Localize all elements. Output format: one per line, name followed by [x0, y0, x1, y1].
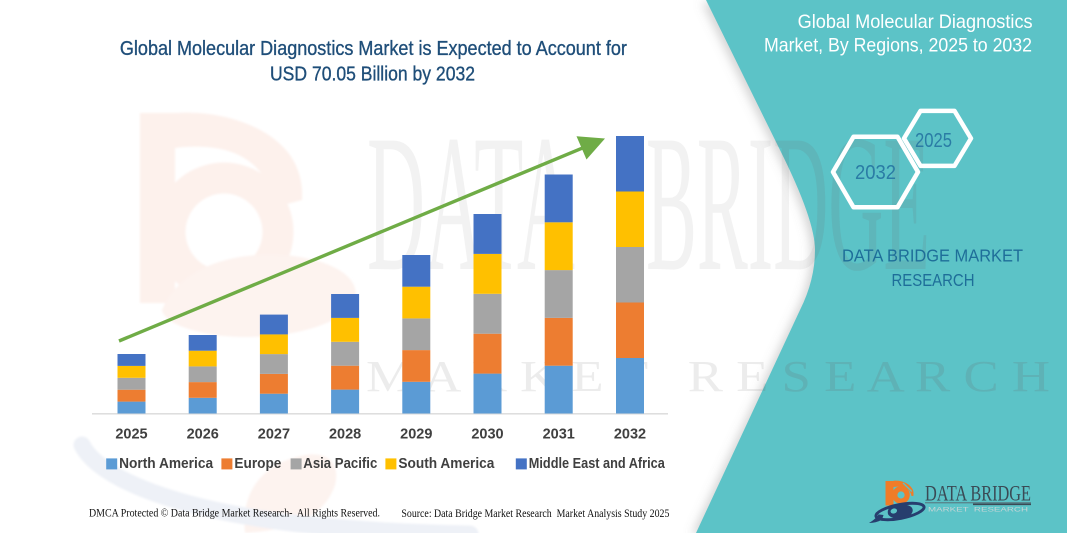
svg-text:North America: North America	[119, 455, 214, 472]
svg-text:USD 70.05 Billion by 2032: USD 70.05 Billion by 2032	[270, 63, 475, 86]
svg-text:Europe: Europe	[234, 455, 281, 472]
svg-text:Source: Data Bridge Market Res: Source: Data Bridge Market Research Mark…	[401, 506, 669, 520]
svg-text:Middle East and Africa: Middle East and Africa	[529, 455, 666, 472]
svg-text:DATA BRIDGE MARKET: DATA BRIDGE MARKET	[842, 246, 1023, 266]
svg-text:2031: 2031	[543, 427, 575, 443]
svg-text:2027: 2027	[258, 427, 290, 443]
svg-text:BRIDGE: BRIDGE	[646, 95, 930, 312]
svg-text:Global Molecular Diagnostics M: Global Molecular Diagnostics Market is E…	[120, 37, 627, 60]
svg-text:DATA: DATA	[367, 95, 575, 312]
svg-text:DATA BRIDGE: DATA BRIDGE	[925, 481, 1031, 506]
svg-text:Asia Pacific: Asia Pacific	[303, 455, 377, 472]
svg-text:2025: 2025	[115, 427, 147, 443]
svg-text:2032: 2032	[614, 427, 646, 443]
svg-text:South America: South America	[398, 455, 495, 472]
svg-text:DMCA Protected © Data Bridge M: DMCA Protected © Data Bridge Market Rese…	[89, 506, 380, 520]
svg-text:2025: 2025	[915, 130, 952, 152]
svg-text:Market, By Regions, 2025 to 20: Market, By Regions, 2025 to 2032	[764, 35, 1032, 57]
svg-text:RESEARCH: RESEARCH	[892, 270, 975, 290]
svg-text:2029: 2029	[400, 427, 432, 443]
svg-text:2028: 2028	[329, 427, 361, 443]
svg-text:2032: 2032	[855, 162, 896, 184]
svg-text:2030: 2030	[471, 427, 503, 443]
svg-text:Global Molecular Diagnostics: Global Molecular Diagnostics	[798, 11, 1033, 33]
svg-text:2026: 2026	[187, 427, 219, 443]
svg-text:MARKET RESEARCH: MARKET RESEARCH	[928, 507, 1028, 514]
